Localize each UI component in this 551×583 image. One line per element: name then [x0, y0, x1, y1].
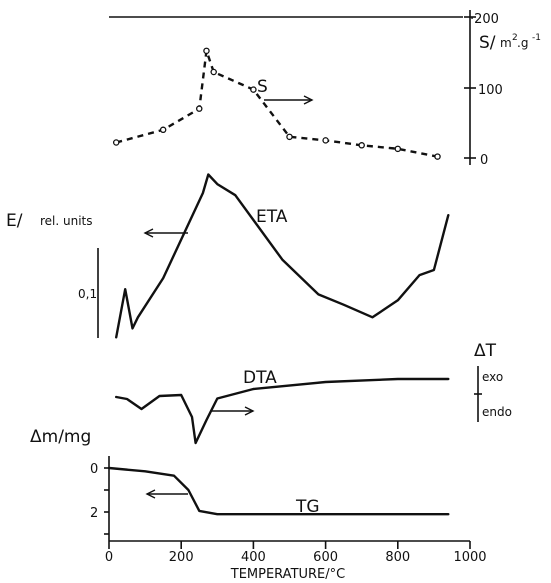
s-data-point: [195, 105, 203, 112]
s-axis-unit-m: m: [500, 36, 512, 50]
exo-label: exo: [482, 370, 503, 384]
s-axis-unit-g: .g: [517, 36, 528, 50]
s-data-point: [434, 153, 441, 160]
s-tick-label-200: ·200: [470, 12, 499, 27]
tg-tick-label-0: 0: [90, 462, 98, 477]
s-curve: [115, 50, 438, 158]
s-curve-markers: [112, 47, 441, 160]
eta-axis-label: E/: [6, 211, 23, 231]
s-data-point: [322, 137, 329, 144]
eta-axis-unit: rel. units: [40, 214, 93, 228]
x-tick-label: 1000: [453, 550, 486, 565]
s-tick-label-100: 100: [478, 83, 503, 98]
s-data-point: [394, 145, 402, 153]
s-data-point: [250, 86, 257, 93]
x-tick-label: 200: [169, 550, 194, 565]
x-axis-title: TEMPERATURE/°C: [230, 567, 345, 582]
s-data-point: [286, 133, 293, 141]
s-tick-label-0: 0: [480, 153, 488, 168]
tg-curve: [107, 466, 450, 516]
dta-curve: [115, 377, 450, 445]
eta-axis-arrow: [143, 228, 188, 238]
s-axis-label: S/ m 2 .g -1: [479, 33, 541, 53]
x-tick-label: 0: [105, 550, 113, 565]
eta-scale-label: 0,1: [78, 287, 97, 301]
s-axis-unit-exp2: -1: [532, 33, 541, 43]
x-tick-label: 600: [313, 550, 338, 565]
dta-axis-symbol: ΔT: [474, 341, 497, 361]
x-tick-label: 800: [385, 550, 410, 565]
s-axis-unit-exp1: 2: [512, 33, 518, 43]
s-data-point: [210, 68, 217, 76]
tg-tick-label-2: 2: [90, 506, 98, 521]
tg-axis-label: Δm/mg: [30, 427, 91, 447]
s-data-point: [159, 126, 167, 134]
tg-axis-arrow: [145, 489, 188, 499]
endo-label: endo: [482, 405, 512, 419]
eta-curve-label: ETA: [256, 207, 288, 227]
s-data-point: [112, 139, 120, 146]
dta-curve-label: DTA: [243, 368, 277, 388]
tg-curve-label: TG: [295, 497, 320, 517]
s-data-point: [358, 142, 365, 149]
s-axis-arrow: [264, 95, 314, 105]
s-data-point: [203, 47, 210, 55]
x-axis-ticks: 0 200 400 600 800 1000: [105, 541, 487, 565]
x-tick-label: 400: [241, 550, 266, 565]
s-axis-symbol: S/: [479, 33, 496, 53]
s-curve-label: S: [257, 77, 268, 97]
dta-axis-arrow: [210, 406, 255, 416]
eta-curve: [115, 173, 450, 339]
